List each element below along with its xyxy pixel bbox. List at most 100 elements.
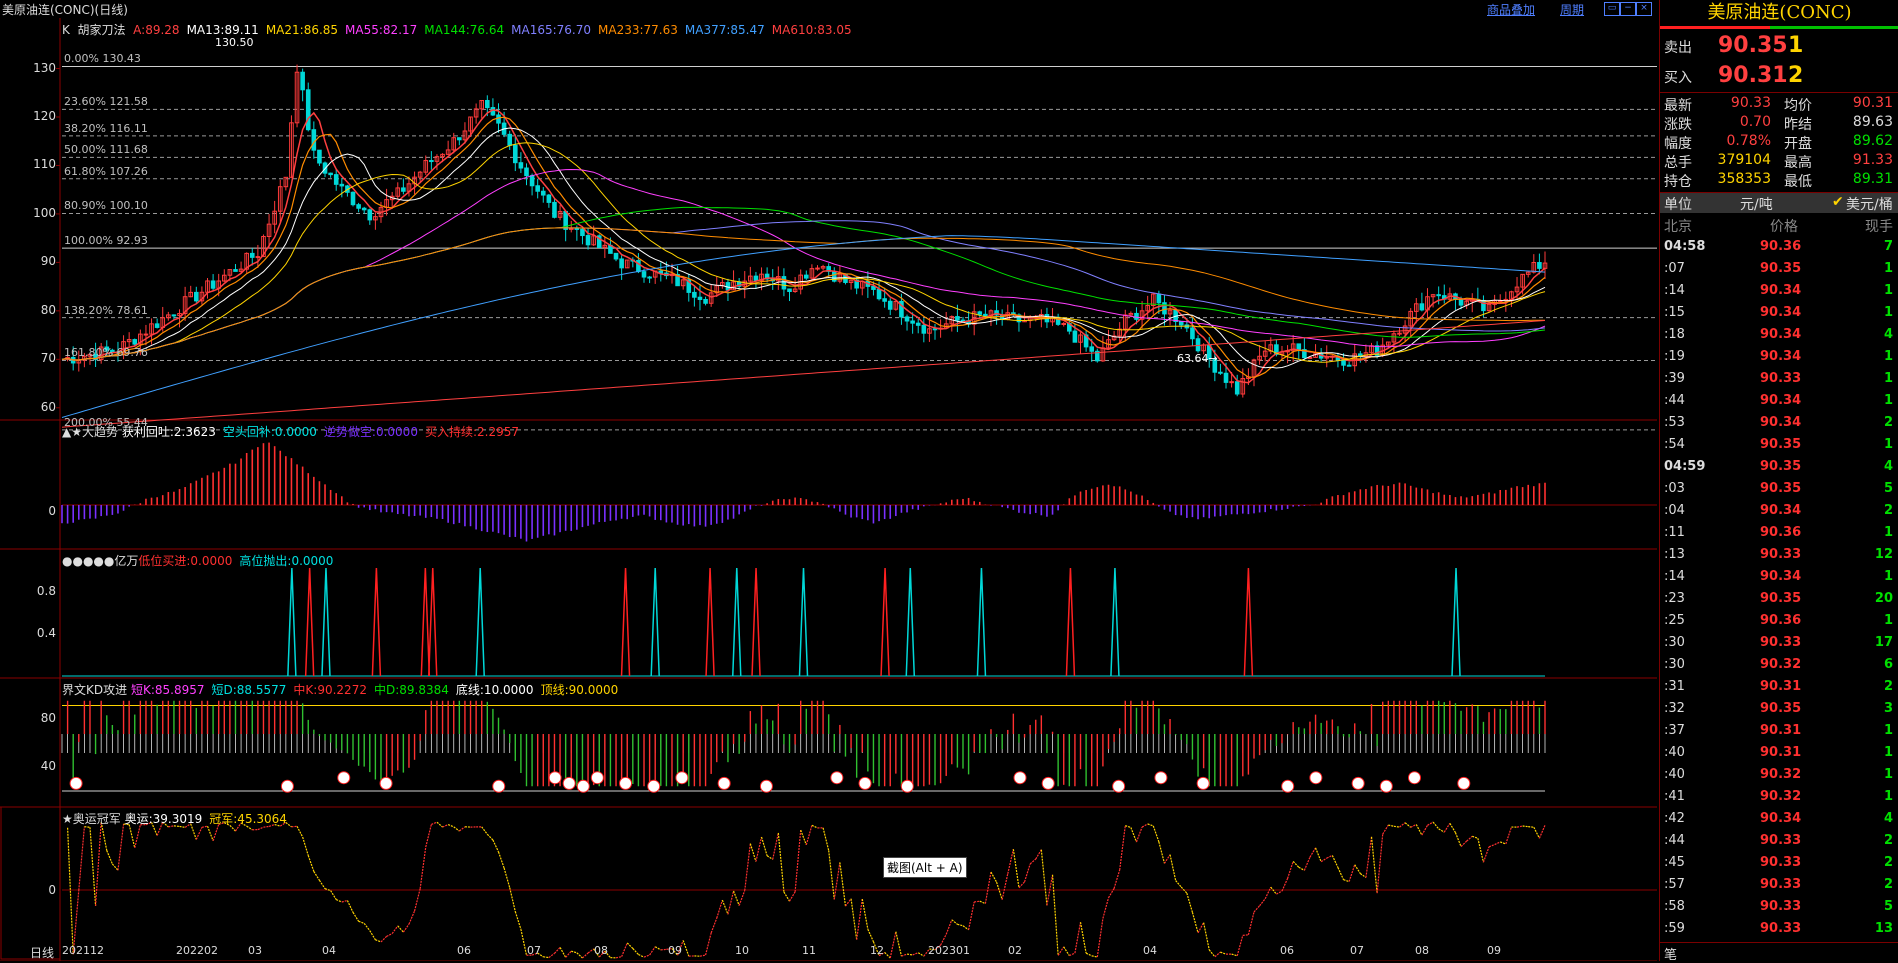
candle-body	[754, 276, 758, 280]
yiwan-spike	[800, 568, 808, 676]
candle-body	[357, 205, 361, 209]
olympic-line	[107, 850, 113, 863]
candle-body	[1191, 328, 1195, 339]
olympic-line	[1489, 845, 1495, 847]
candle-body	[301, 72, 305, 90]
tick-volume: 4	[1884, 327, 1893, 342]
olympic-line	[1220, 952, 1226, 954]
olympic-line	[112, 864, 118, 870]
ma377-line	[62, 236, 1545, 418]
olympic-line	[1377, 834, 1383, 893]
olympic-line	[129, 825, 135, 848]
olympic-line	[443, 825, 449, 827]
unit-value[interactable]: 元/吨	[1740, 194, 1773, 214]
olympic-line	[90, 827, 96, 906]
unit-label: 单位	[1664, 194, 1692, 214]
olympic-line	[499, 852, 505, 868]
tick-price: 90.35	[1760, 261, 1801, 276]
olympic-line	[258, 827, 264, 829]
tick-volume: 1	[1884, 349, 1893, 364]
olympic-line	[566, 951, 572, 957]
kd-tick-40: 40	[30, 759, 56, 773]
olympic-line	[750, 844, 756, 862]
olympic-line	[706, 933, 712, 955]
candle-body	[547, 195, 551, 202]
smiley-icon	[70, 777, 82, 789]
candle-body	[536, 186, 540, 191]
tick-volume: 1	[1884, 393, 1893, 408]
legend-value: 买入持续:2.2957	[425, 425, 519, 439]
candle-body	[933, 329, 937, 330]
tick-price: 90.34	[1760, 305, 1801, 320]
buy-price: 90.31	[1718, 63, 1788, 88]
candle-body	[888, 301, 892, 309]
olympic-line	[135, 825, 141, 848]
close-icon[interactable]: ×	[1636, 2, 1652, 16]
olympic-line	[196, 827, 202, 839]
overlay-commodity-link[interactable]: 商品叠加	[1487, 1, 1535, 18]
tick-price: 90.34	[1760, 349, 1801, 364]
smiley-icon	[1408, 772, 1420, 784]
tick-time: :19	[1664, 349, 1685, 364]
col-price-header: 价格	[1770, 216, 1798, 236]
tick-price: 90.36	[1760, 239, 1801, 254]
unit-option[interactable]: 美元/桶	[1846, 194, 1893, 214]
x-tick-label: 04	[1143, 944, 1157, 957]
olympic-line	[963, 926, 969, 930]
y-tick-label: 120	[30, 109, 56, 123]
minimize-icon[interactable]: −	[1620, 2, 1636, 16]
tick-row[interactable]: :19 90.34 1	[1660, 346, 1898, 368]
olympic-line	[409, 911, 415, 924]
olympic-line	[1192, 912, 1198, 932]
olympic-line	[711, 918, 717, 933]
smiley-icon	[718, 777, 730, 789]
stat-label: 最低	[1784, 171, 1812, 191]
tick-volume: 1	[1884, 569, 1893, 584]
yiwan-spike	[752, 568, 760, 676]
restore-icon[interactable]: ▭	[1604, 2, 1620, 16]
candle-body	[905, 317, 909, 321]
tick-price: 90.31	[1760, 745, 1801, 760]
olympic-line	[739, 890, 745, 905]
stat-label: 昨结	[1784, 114, 1812, 134]
period-link[interactable]: 周期	[1560, 1, 1584, 18]
candle-body	[497, 115, 501, 123]
candle-body	[250, 253, 254, 257]
candle-body	[519, 163, 523, 168]
olympic-line	[722, 900, 728, 914]
olympic-line	[431, 822, 437, 824]
sell-volume: 1	[1788, 33, 1803, 58]
